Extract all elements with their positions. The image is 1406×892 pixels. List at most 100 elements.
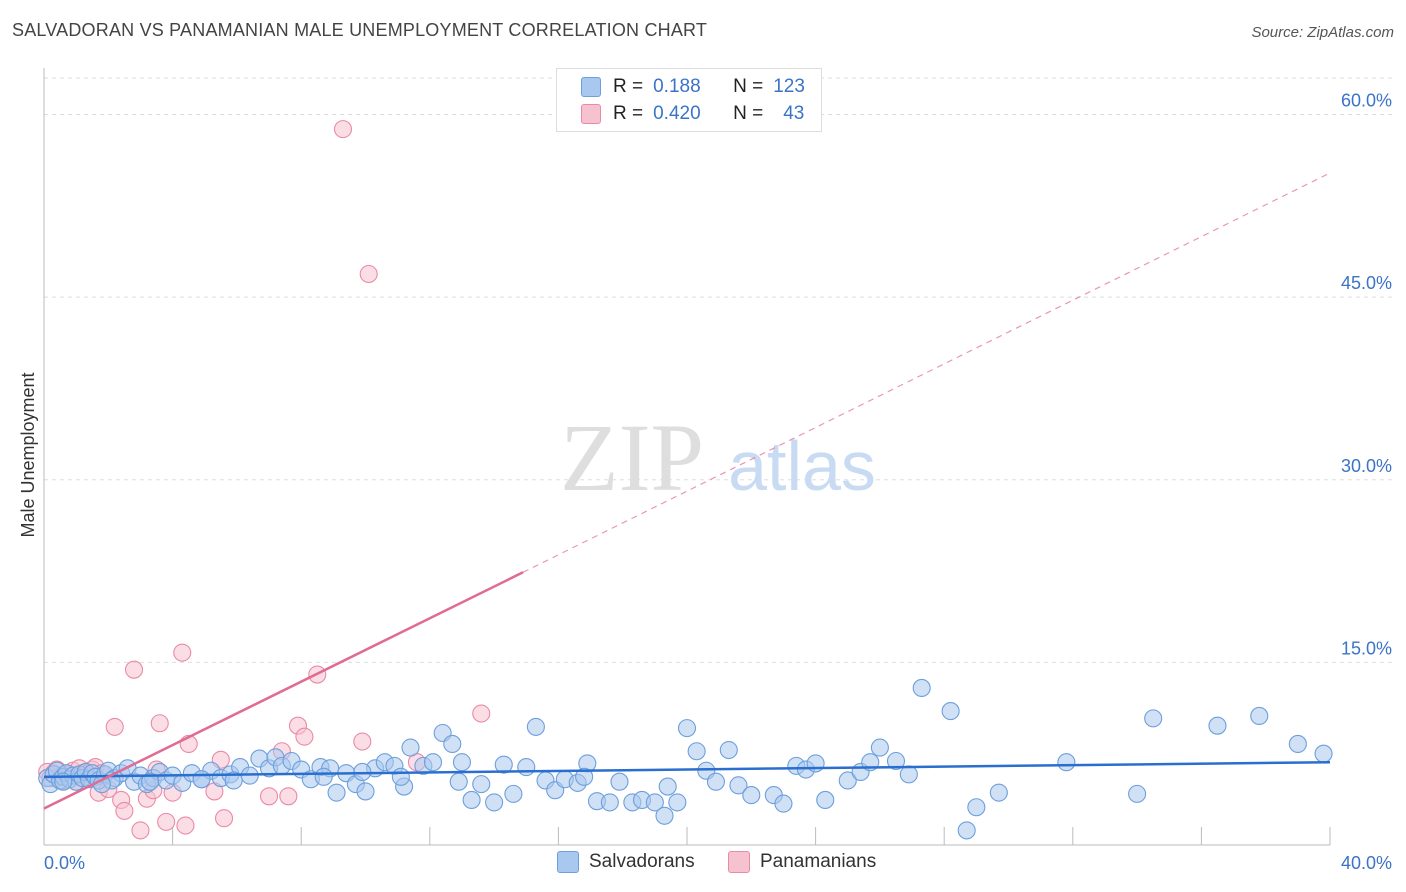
data-point [575,767,594,786]
data-point [886,751,906,771]
data-point [610,772,629,791]
legend-swatch-pink [728,851,750,873]
data-point [517,758,536,777]
trend-extension-panamanians [522,172,1331,573]
data-point [141,772,160,791]
data-point [645,793,664,812]
data-point [472,704,491,723]
axes [43,68,1331,846]
data-point [150,714,169,733]
data-point [214,809,234,828]
source-label: Source: ZipAtlas.com [1251,24,1394,41]
y-tick-label: 30.0% [1341,456,1392,476]
data-point [1288,734,1307,754]
data-point [870,738,889,757]
data-point [912,678,931,697]
data-point [176,816,195,835]
tick-labels: 15.0% 30.0% 45.0% 60.0% 0.0% 40.0% [44,91,1392,873]
data-point [356,782,375,801]
watermark-atlas: atlas [728,427,876,505]
data-point [899,765,918,784]
data-point [655,806,674,825]
data-point [359,264,378,284]
data-point [816,790,835,810]
data-point [1208,716,1227,735]
legend-n-value: 43 [783,103,805,124]
trend-line-salvadorans [43,760,1331,779]
data-point [989,783,1008,802]
data-point [719,740,738,760]
legend-row-salvadorans: R = 0.188 N = 123 [581,74,805,100]
data-point [401,738,420,757]
data-point [105,717,124,736]
data-point [1250,706,1269,725]
data-point [806,754,825,773]
data-point [838,771,857,790]
data-point [1314,744,1333,763]
data-point [391,767,410,786]
data-point [314,767,333,786]
series-salvadorans [38,678,1333,840]
x-tick-label: 0.0% [44,853,85,873]
data-point [600,793,619,812]
y-tick-label: 60.0% [1341,91,1392,111]
data-point [967,798,986,817]
data-point [224,771,243,790]
data-point [259,787,279,806]
data-point [1057,753,1076,772]
x-tick-label: 40.0% [1341,853,1392,873]
legend-label-panamanians: Panamanians [760,851,877,872]
data-point [295,727,314,746]
data-point [742,786,761,805]
data-point [449,772,468,791]
legend-label-salvadorans: Salvadorans [589,851,695,872]
trend-line-panamanians [43,571,524,810]
data-point [687,742,706,761]
legend-n-value: 123 [773,76,805,97]
data-point [485,793,504,812]
legend-r-value: 0.188 [653,76,701,97]
data-point [157,812,176,831]
chart-title: SALVADORAN VS PANAMANIAN MALE UNEMPLOYME… [12,20,708,40]
data-point [472,775,491,794]
trend-lines [43,172,1331,810]
data-point [124,660,144,679]
legend-r-value: 0.420 [653,103,701,124]
legend-r-label: R = [613,103,644,124]
correlation-legend: R = 0.188 N = 123 R = 0.420 N = 43 [556,68,822,132]
legend-r-label: R = [613,76,644,97]
data-point [462,790,481,810]
data-point [706,772,725,791]
series-legend: Salvadorans Panamanians [0,851,1406,877]
data-point [115,801,134,820]
data-point [192,770,211,789]
legend-swatch-pink [581,104,601,124]
legend-swatch-blue [581,77,601,97]
data-point [279,787,298,806]
legend-n-label: N = [733,103,764,124]
y-axis-label: Male Unemployment [18,372,38,537]
legend-item-salvadorans[interactable]: Salvadorans [557,851,695,873]
legend-n-label: N = [733,76,764,97]
data-point [452,753,472,772]
data-point [677,719,697,738]
grid [44,77,1392,663]
y-tick-label: 45.0% [1341,273,1392,293]
data-point [333,120,353,139]
legend-row-panamanians: R = 0.420 N = 43 [581,101,804,127]
data-point [1144,709,1163,728]
legend-item-panamanians[interactable]: Panamanians [728,851,876,873]
data-point [173,643,192,662]
legend-swatch-blue [557,851,579,873]
data-point [131,821,150,840]
data-point [658,777,677,796]
data-point [774,794,793,813]
data-point [443,734,462,754]
y-tick-label: 15.0% [1341,638,1392,658]
data-point [423,753,443,772]
data-point [327,783,346,802]
data-point [941,702,960,721]
data-point [668,793,687,812]
data-point [957,821,976,840]
